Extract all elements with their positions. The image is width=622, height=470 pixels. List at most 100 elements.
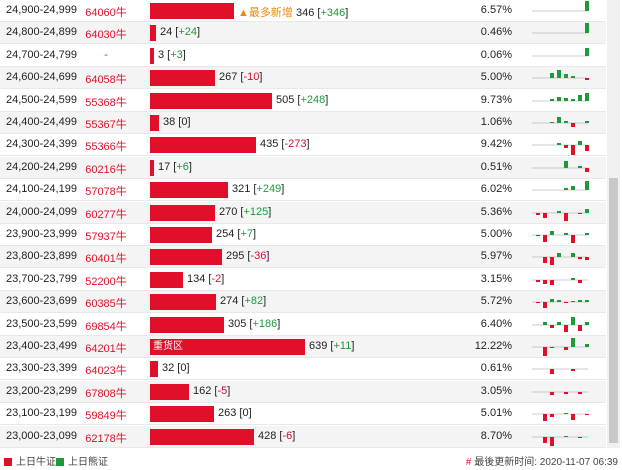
warrant-code-link[interactable]: 55366牛	[85, 141, 127, 154]
table-row[interactable]: 23,100-23,199 59849牛 263 [0] 5.01%	[0, 403, 606, 426]
sparkline-bar	[543, 279, 547, 284]
sparkline-bar	[571, 186, 575, 191]
sparkline-bar	[550, 347, 554, 348]
warrant-code-link[interactable]: 60216牛	[85, 163, 127, 176]
count-number: 134	[187, 272, 206, 285]
table-row[interactable]: 24,200-24,299 60216牛 17 [+6] 0.51%	[0, 156, 606, 179]
warrant-code-link[interactable]: 64058牛	[85, 74, 127, 87]
sparkline-bar	[543, 321, 547, 325]
percent-value: 5.72%	[480, 295, 512, 308]
sparkline-bar	[585, 23, 589, 34]
warrant-code-link[interactable]: 60385牛	[85, 298, 127, 311]
table-row[interactable]: 23,700-23,799 52200牛 134 [-2] 3.15%	[0, 269, 606, 291]
table-row[interactable]: 23,900-23,999 57937牛 254 [+7] 5.00%	[0, 224, 606, 246]
change-value: +346	[320, 7, 346, 19]
table-row[interactable]: 24,800-24,899 64030牛 24 [+24] 0.46%	[0, 22, 606, 45]
warrant-code-link[interactable]: 62178牛	[85, 432, 127, 445]
volume-bar	[150, 70, 215, 87]
sparkline-bar	[585, 233, 589, 235]
count-number: 38	[163, 116, 176, 128]
count-number: 505	[276, 93, 295, 106]
warrant-code-link[interactable]: 57078牛	[85, 186, 127, 199]
warrant-code-link[interactable]: 64023牛	[85, 365, 127, 378]
price-range: 23,300-23,399	[6, 362, 77, 375]
warrant-code-link[interactable]: 57937牛	[85, 231, 127, 243]
warrant-code-link[interactable]: 60277牛	[85, 208, 127, 221]
sparkline-bar	[543, 235, 547, 242]
warrant-code-link[interactable]: 64201牛	[85, 343, 127, 355]
table-row[interactable]: 23,500-23,599 69854牛 305 [+186] 6.40%	[0, 314, 606, 336]
table-row[interactable]: 23,200-23,299 67808牛 162 [-5] 3.05%	[0, 380, 606, 403]
change-value: 0	[242, 407, 249, 420]
sparkline-bar	[550, 122, 554, 123]
warrant-code-link[interactable]: 52200牛	[85, 275, 127, 288]
table-row[interactable]: 24,100-24,199 57078牛 321 [+249] 6.02%	[0, 179, 606, 202]
table-row[interactable]: 23,800-23,899 60401牛 295 [-36] 5.97%	[0, 246, 606, 269]
sparkline-bar	[571, 277, 575, 280]
volume-bar	[150, 3, 234, 19]
price-range: 23,100-23,199	[6, 407, 77, 420]
sparkline	[532, 253, 589, 266]
warrant-code-link[interactable]: 69854牛	[85, 320, 127, 333]
price-range: 24,200-24,299	[6, 160, 77, 173]
volume-bar: 重货区	[150, 339, 305, 355]
most-added-tag: ▲最多新增	[238, 7, 293, 19]
sparkline-bar	[585, 321, 589, 325]
sparkline-bar	[550, 324, 554, 328]
change-value: -36	[250, 250, 267, 263]
change-value: +186	[252, 317, 278, 330]
sparkline-bar	[571, 338, 575, 347]
price-range: 23,800-23,899	[6, 250, 77, 263]
table-row[interactable]: 24,900-24,999 64060牛 ▲最多新增 346 [+346] 6.57%	[0, 0, 606, 22]
sparkline-bar	[571, 235, 575, 243]
sparkline-bar	[585, 181, 589, 191]
table-row[interactable]: 24,400-24,499 55367牛 38 [0] 1.06%	[0, 112, 606, 134]
sparkline	[532, 299, 589, 309]
bull-color-square	[4, 458, 12, 466]
table-row[interactable]: 24,500-24,599 55368牛 505 [+248] 9.73%	[0, 90, 606, 112]
price-range: 24,900-24,999	[6, 4, 77, 16]
table-row[interactable]: 24,300-24,399 55366牛 435 [-273] 9.42%	[0, 134, 606, 157]
sparkline-bar	[557, 143, 561, 146]
sparkline-bar	[585, 145, 589, 152]
sparkline-bar	[585, 47, 589, 56]
warrant-code-link[interactable]: 55367牛	[85, 119, 127, 131]
sparkline	[532, 181, 589, 191]
percent-value: 6.40%	[480, 317, 512, 330]
table-row[interactable]: 24,700-24,799 - 3 [+3] 0.06%	[0, 45, 606, 67]
count-value: ▲最多新增 346 [+346]	[238, 7, 349, 19]
legend-bull: 上日牛证	[4, 453, 56, 468]
table-row[interactable]: 23,300-23,399 64023牛 32 [0] 0.61%	[0, 358, 606, 381]
table-row[interactable]: 24,000-24,099 60277牛 270 [+125] 5.36%	[0, 201, 606, 224]
volume-bar	[150, 383, 189, 400]
table-row[interactable]: 24,600-24,699 64058牛 267 [-10] 5.00%	[0, 67, 606, 90]
volume-bar	[150, 406, 214, 423]
warrant-code-link[interactable]: 64030牛	[85, 29, 127, 42]
sparkline-bar	[557, 70, 561, 79]
sparkline-bar	[585, 121, 589, 123]
sparkline-bar	[550, 436, 554, 446]
sparkline-bar	[550, 231, 554, 235]
warrant-code-link[interactable]: 59849牛	[85, 410, 127, 423]
change-value: +248	[300, 93, 326, 106]
volume-bar	[150, 159, 154, 176]
warrant-code-link[interactable]: 60401牛	[85, 253, 127, 266]
table-row[interactable]: 23,000-23,099 62178牛 428 [-6] 8.70%	[0, 425, 606, 448]
table-row[interactable]: 23,400-23,499 64201牛 重货区 639 [+11] 12.22%	[0, 336, 606, 358]
count-value: 254 [+7]	[216, 228, 257, 240]
price-range: 24,400-24,499	[6, 116, 77, 128]
scrollbar-thumb[interactable]	[609, 178, 618, 443]
change-value: 0	[180, 362, 187, 375]
sparkline	[532, 391, 588, 395]
warrant-code-link[interactable]: 67808牛	[85, 387, 127, 400]
sparkline	[532, 435, 588, 446]
percent-value: 5.01%	[480, 407, 512, 420]
sparkline-bar	[550, 98, 554, 101]
warrant-code-link[interactable]: 55368牛	[85, 96, 127, 109]
table-row[interactable]: 23,600-23,699 60385牛 274 [+82] 5.72%	[0, 291, 606, 314]
sparkline-bar	[564, 145, 568, 149]
count-value: 321 [+249]	[232, 183, 285, 196]
sparkline-bar	[550, 279, 554, 285]
warrant-code-link[interactable]: 64060牛	[85, 7, 127, 19]
percent-value: 5.00%	[480, 71, 512, 84]
